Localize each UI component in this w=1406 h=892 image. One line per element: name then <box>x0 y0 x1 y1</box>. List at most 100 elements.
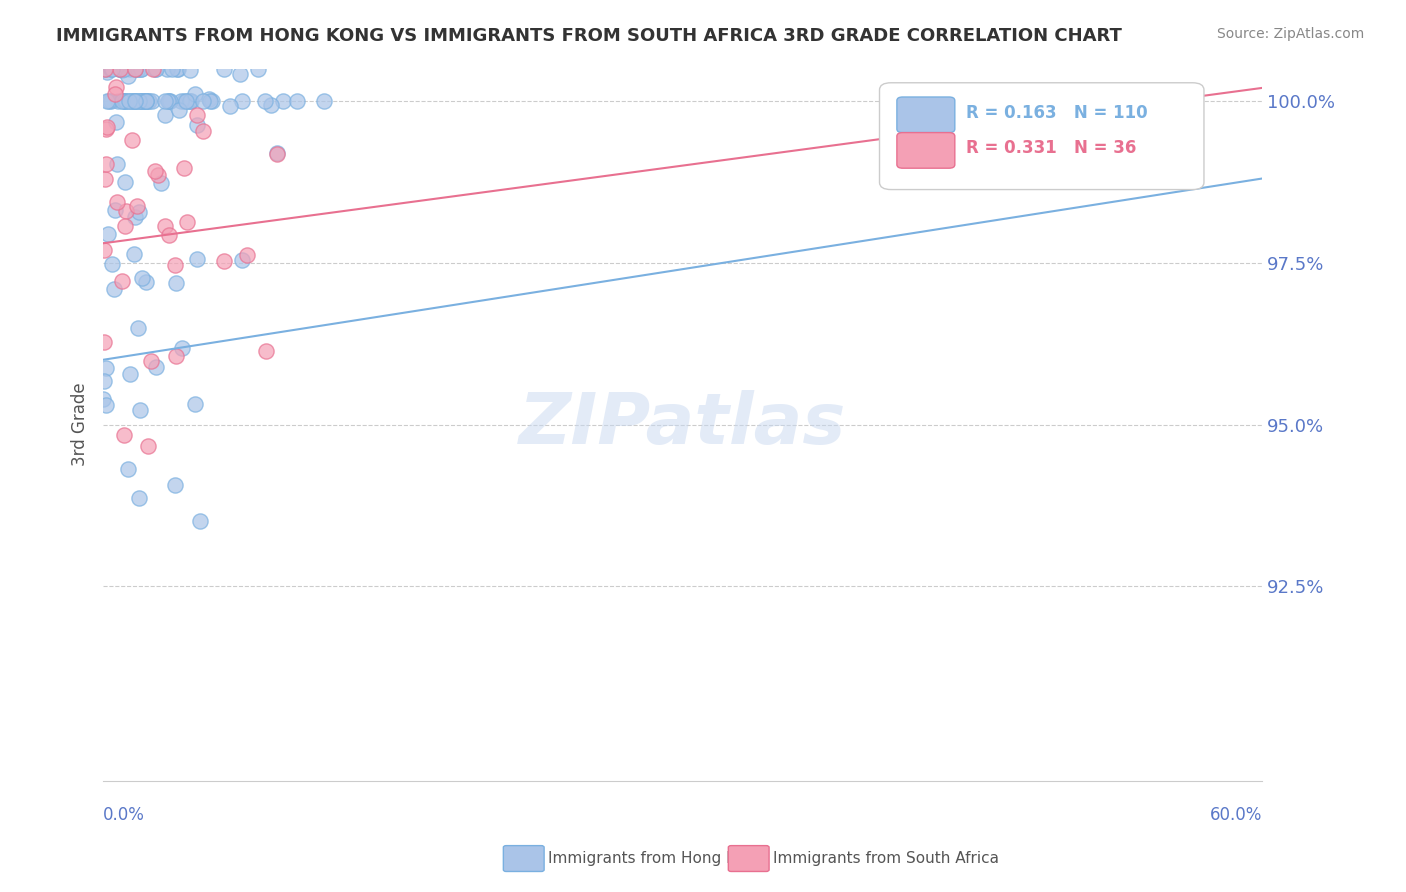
Point <box>124 210 146 224</box>
Point <box>173 94 195 108</box>
Point <box>163 478 186 492</box>
Point <box>93 62 115 76</box>
Point <box>110 62 132 76</box>
FancyBboxPatch shape <box>880 83 1204 190</box>
Point <box>173 161 195 176</box>
Point <box>107 94 129 108</box>
Point <box>96 120 118 134</box>
Point <box>165 276 187 290</box>
Point <box>100 94 122 108</box>
Point <box>198 94 221 108</box>
Point <box>156 62 179 76</box>
Text: 0.0%: 0.0% <box>103 806 145 824</box>
Point <box>115 94 138 108</box>
Text: Source: ZipAtlas.com: Source: ZipAtlas.com <box>1216 27 1364 41</box>
Point <box>97 227 120 241</box>
Point <box>96 398 118 412</box>
Point <box>166 62 188 76</box>
Point <box>121 133 143 147</box>
Point <box>165 349 187 363</box>
Point <box>114 94 136 108</box>
Point <box>236 248 259 262</box>
Point <box>118 367 141 381</box>
Point <box>201 94 224 108</box>
Point <box>131 271 153 285</box>
Point <box>159 94 181 108</box>
Point <box>314 94 336 108</box>
Point <box>186 108 208 122</box>
Point <box>184 87 207 102</box>
Point <box>127 62 149 76</box>
Point <box>141 94 163 108</box>
Point <box>231 252 253 267</box>
Point <box>176 214 198 228</box>
Text: R = 0.331   N = 36: R = 0.331 N = 36 <box>966 139 1137 157</box>
Point <box>136 94 159 108</box>
Text: 60.0%: 60.0% <box>1209 806 1263 824</box>
Point <box>231 94 253 108</box>
Point <box>124 62 146 76</box>
Text: Immigrants from Hong Kong: Immigrants from Hong Kong <box>548 852 765 866</box>
Point <box>129 403 152 417</box>
Point <box>135 94 157 108</box>
Point <box>157 227 180 242</box>
Point <box>179 62 201 77</box>
Point <box>93 335 115 350</box>
FancyBboxPatch shape <box>897 133 955 169</box>
Point <box>254 94 277 108</box>
Point <box>188 514 211 528</box>
Point <box>229 66 252 80</box>
Point <box>120 94 142 108</box>
Point <box>93 243 115 257</box>
Point <box>94 172 117 186</box>
Point <box>177 94 200 108</box>
Point <box>285 94 308 108</box>
Point <box>266 145 288 160</box>
Point <box>105 115 128 129</box>
Point <box>139 353 162 368</box>
Point <box>96 65 118 79</box>
Point <box>94 157 117 171</box>
Point <box>118 94 141 108</box>
Point <box>180 94 202 108</box>
Point <box>129 62 152 76</box>
Point <box>100 257 122 271</box>
Point <box>170 94 193 108</box>
Point <box>122 94 145 108</box>
Point <box>103 282 125 296</box>
Y-axis label: 3rd Grade: 3rd Grade <box>72 383 89 467</box>
Point <box>93 62 115 76</box>
Point <box>91 392 114 407</box>
Point <box>96 62 118 76</box>
Point <box>145 360 167 375</box>
Point <box>125 62 148 76</box>
Point <box>260 98 283 112</box>
Point <box>132 94 155 108</box>
Point <box>128 491 150 505</box>
Point <box>107 62 129 76</box>
Point <box>186 118 208 132</box>
Text: IMMIGRANTS FROM HONG KONG VS IMMIGRANTS FROM SOUTH AFRICA 3RD GRADE CORRELATION : IMMIGRANTS FROM HONG KONG VS IMMIGRANTS … <box>56 27 1122 45</box>
Point <box>127 320 149 334</box>
Point <box>94 361 117 376</box>
Point <box>93 374 115 388</box>
Point <box>128 94 150 108</box>
Point <box>143 164 166 178</box>
Point <box>273 94 295 108</box>
Point <box>1182 94 1205 108</box>
Point <box>101 62 124 76</box>
Point <box>254 344 277 359</box>
Point <box>145 62 167 76</box>
Point <box>127 199 149 213</box>
Point <box>117 69 139 83</box>
Point <box>166 62 188 76</box>
Point <box>111 274 134 288</box>
Point <box>114 175 136 189</box>
Point <box>111 94 134 108</box>
Point <box>100 62 122 76</box>
Point <box>191 94 214 108</box>
Point <box>107 195 129 210</box>
Point <box>114 94 136 108</box>
Point <box>131 94 153 108</box>
Point <box>155 94 177 108</box>
